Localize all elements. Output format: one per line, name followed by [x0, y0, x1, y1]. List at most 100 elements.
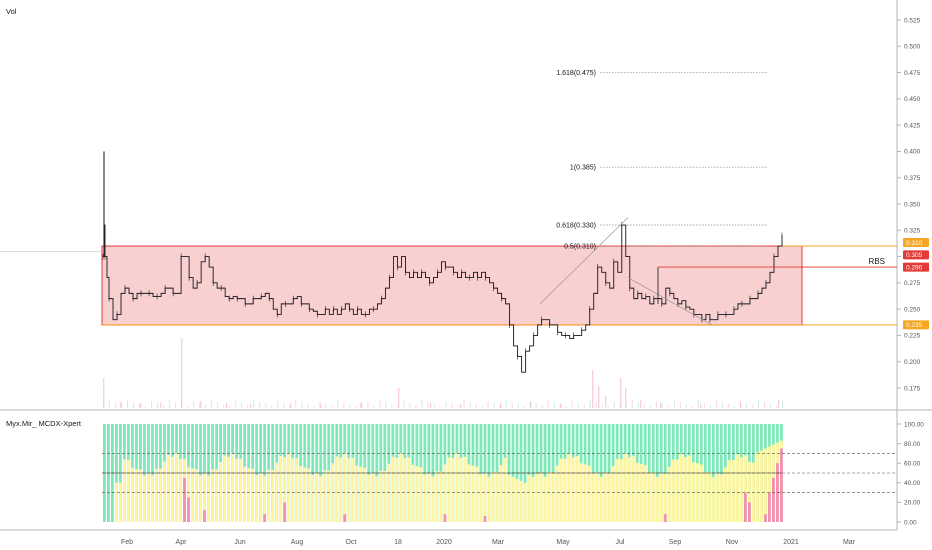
hot-money-column [459, 457, 463, 522]
hot-money-column [543, 476, 547, 522]
volume-bar [430, 403, 432, 408]
price-tick-label: 0.400 [904, 149, 921, 156]
volume-bar [613, 401, 615, 408]
volume-bar [607, 406, 609, 408]
hot-money-column [327, 470, 331, 522]
time-tick-label: Apr [176, 539, 188, 546]
hot-money-column [727, 460, 731, 522]
volume-bar [290, 403, 292, 408]
hot-money-column [699, 464, 703, 522]
hot-money-column [551, 472, 555, 522]
hot-money-column [631, 455, 635, 522]
hot-money-column [687, 455, 691, 522]
volume-bar [187, 406, 189, 408]
volume-bar [547, 400, 549, 408]
hot-money-column [431, 476, 435, 522]
volume-bar [283, 403, 285, 408]
hot-money-column [719, 474, 723, 522]
volume-bar [661, 403, 663, 408]
price-tag-current [903, 250, 929, 260]
price-tick-label: 0.425 [904, 122, 921, 129]
hot-money-column [375, 476, 379, 522]
hot-money-column [671, 459, 675, 522]
uptrend-line[interactable] [539, 217, 629, 305]
volume-bar [289, 405, 291, 408]
volume-bar [620, 378, 622, 408]
hot-money-column [519, 480, 523, 522]
indicator-axis: 100.00 80.00 60.00 40.00 20.00 0.00 [897, 421, 924, 526]
hot-money-column [379, 470, 383, 522]
volume-bar [127, 400, 129, 408]
time-tick-label: 2020 [436, 539, 452, 546]
price-tick-label: 0.200 [904, 359, 921, 366]
price-tag-label: 0.235 [906, 322, 923, 329]
hot-money-column [219, 462, 222, 522]
volume-bar [385, 402, 387, 408]
volume-bar [193, 401, 195, 408]
volume-bar [715, 400, 717, 408]
volume-bar [145, 406, 147, 408]
volume-bar [313, 406, 315, 408]
hot-money-column [583, 464, 587, 522]
volume-bar [571, 401, 573, 408]
hot-money-column [731, 460, 735, 522]
banker-column [763, 514, 767, 522]
volume-bar [427, 402, 429, 408]
hot-money-column [163, 461, 166, 522]
hot-money-column [499, 464, 503, 522]
hot-money-column [299, 466, 303, 522]
volume-bar [409, 403, 411, 408]
hot-money-column [195, 469, 198, 522]
hot-money-column [427, 472, 431, 522]
price-tags: 0.310 0.305 0.290 0.235 [903, 238, 929, 330]
volume-bar [157, 403, 159, 408]
banker-column [483, 516, 487, 522]
hot-money-column [515, 478, 519, 522]
time-tick-label: Mar [843, 539, 856, 546]
volume-bar [739, 401, 741, 408]
volume-bar [500, 403, 502, 408]
hot-money-column [763, 448, 767, 522]
volume-bar [469, 402, 471, 408]
range-zone[interactable] [0, 245, 897, 326]
volume-bar [619, 403, 621, 408]
hot-money-column [367, 474, 371, 522]
volume-bar [631, 400, 633, 408]
hot-money-column [283, 457, 287, 522]
indicator-title[interactable]: Myx.Mir_ MCDX-Xpert [6, 419, 82, 428]
volume-bar [703, 403, 705, 408]
volume-bar [343, 402, 345, 408]
hot-money-column [383, 471, 387, 522]
hot-money-column [319, 475, 323, 522]
volume-bar [403, 401, 405, 408]
trend-lines[interactable] [539, 217, 897, 326]
volume-bar [583, 405, 585, 408]
hot-money-column [155, 468, 158, 522]
hot-money-column [167, 455, 170, 522]
fibonacci-levels[interactable]: 1.618(0.475) 1(0.385) 0.618(0.330) 0.5(0.31… [556, 70, 768, 251]
volume-bar [625, 405, 627, 408]
hot-money-column [667, 466, 671, 522]
volume-bar [398, 388, 400, 408]
time-tick-label: Jul [616, 539, 625, 546]
hot-money-column [663, 473, 667, 522]
hot-money-column [119, 482, 122, 522]
volume-bar [200, 401, 202, 408]
downtrend-line[interactable] [627, 277, 713, 326]
volume-bar [685, 404, 687, 408]
volume-bar [640, 400, 642, 408]
range-box[interactable] [101, 245, 803, 326]
hot-money-column [287, 453, 291, 522]
banker-column [343, 514, 347, 522]
volume-bar [139, 404, 141, 408]
hot-money-column [291, 458, 295, 522]
volume-bar [421, 400, 423, 408]
banker-column [743, 492, 747, 522]
volume-bar [643, 404, 645, 408]
volume-bar [697, 401, 699, 408]
time-tick-label: 2021 [783, 539, 799, 546]
volume-bar [541, 405, 543, 408]
price-tick-label: 0.475 [904, 70, 921, 77]
banker-column [747, 502, 751, 522]
